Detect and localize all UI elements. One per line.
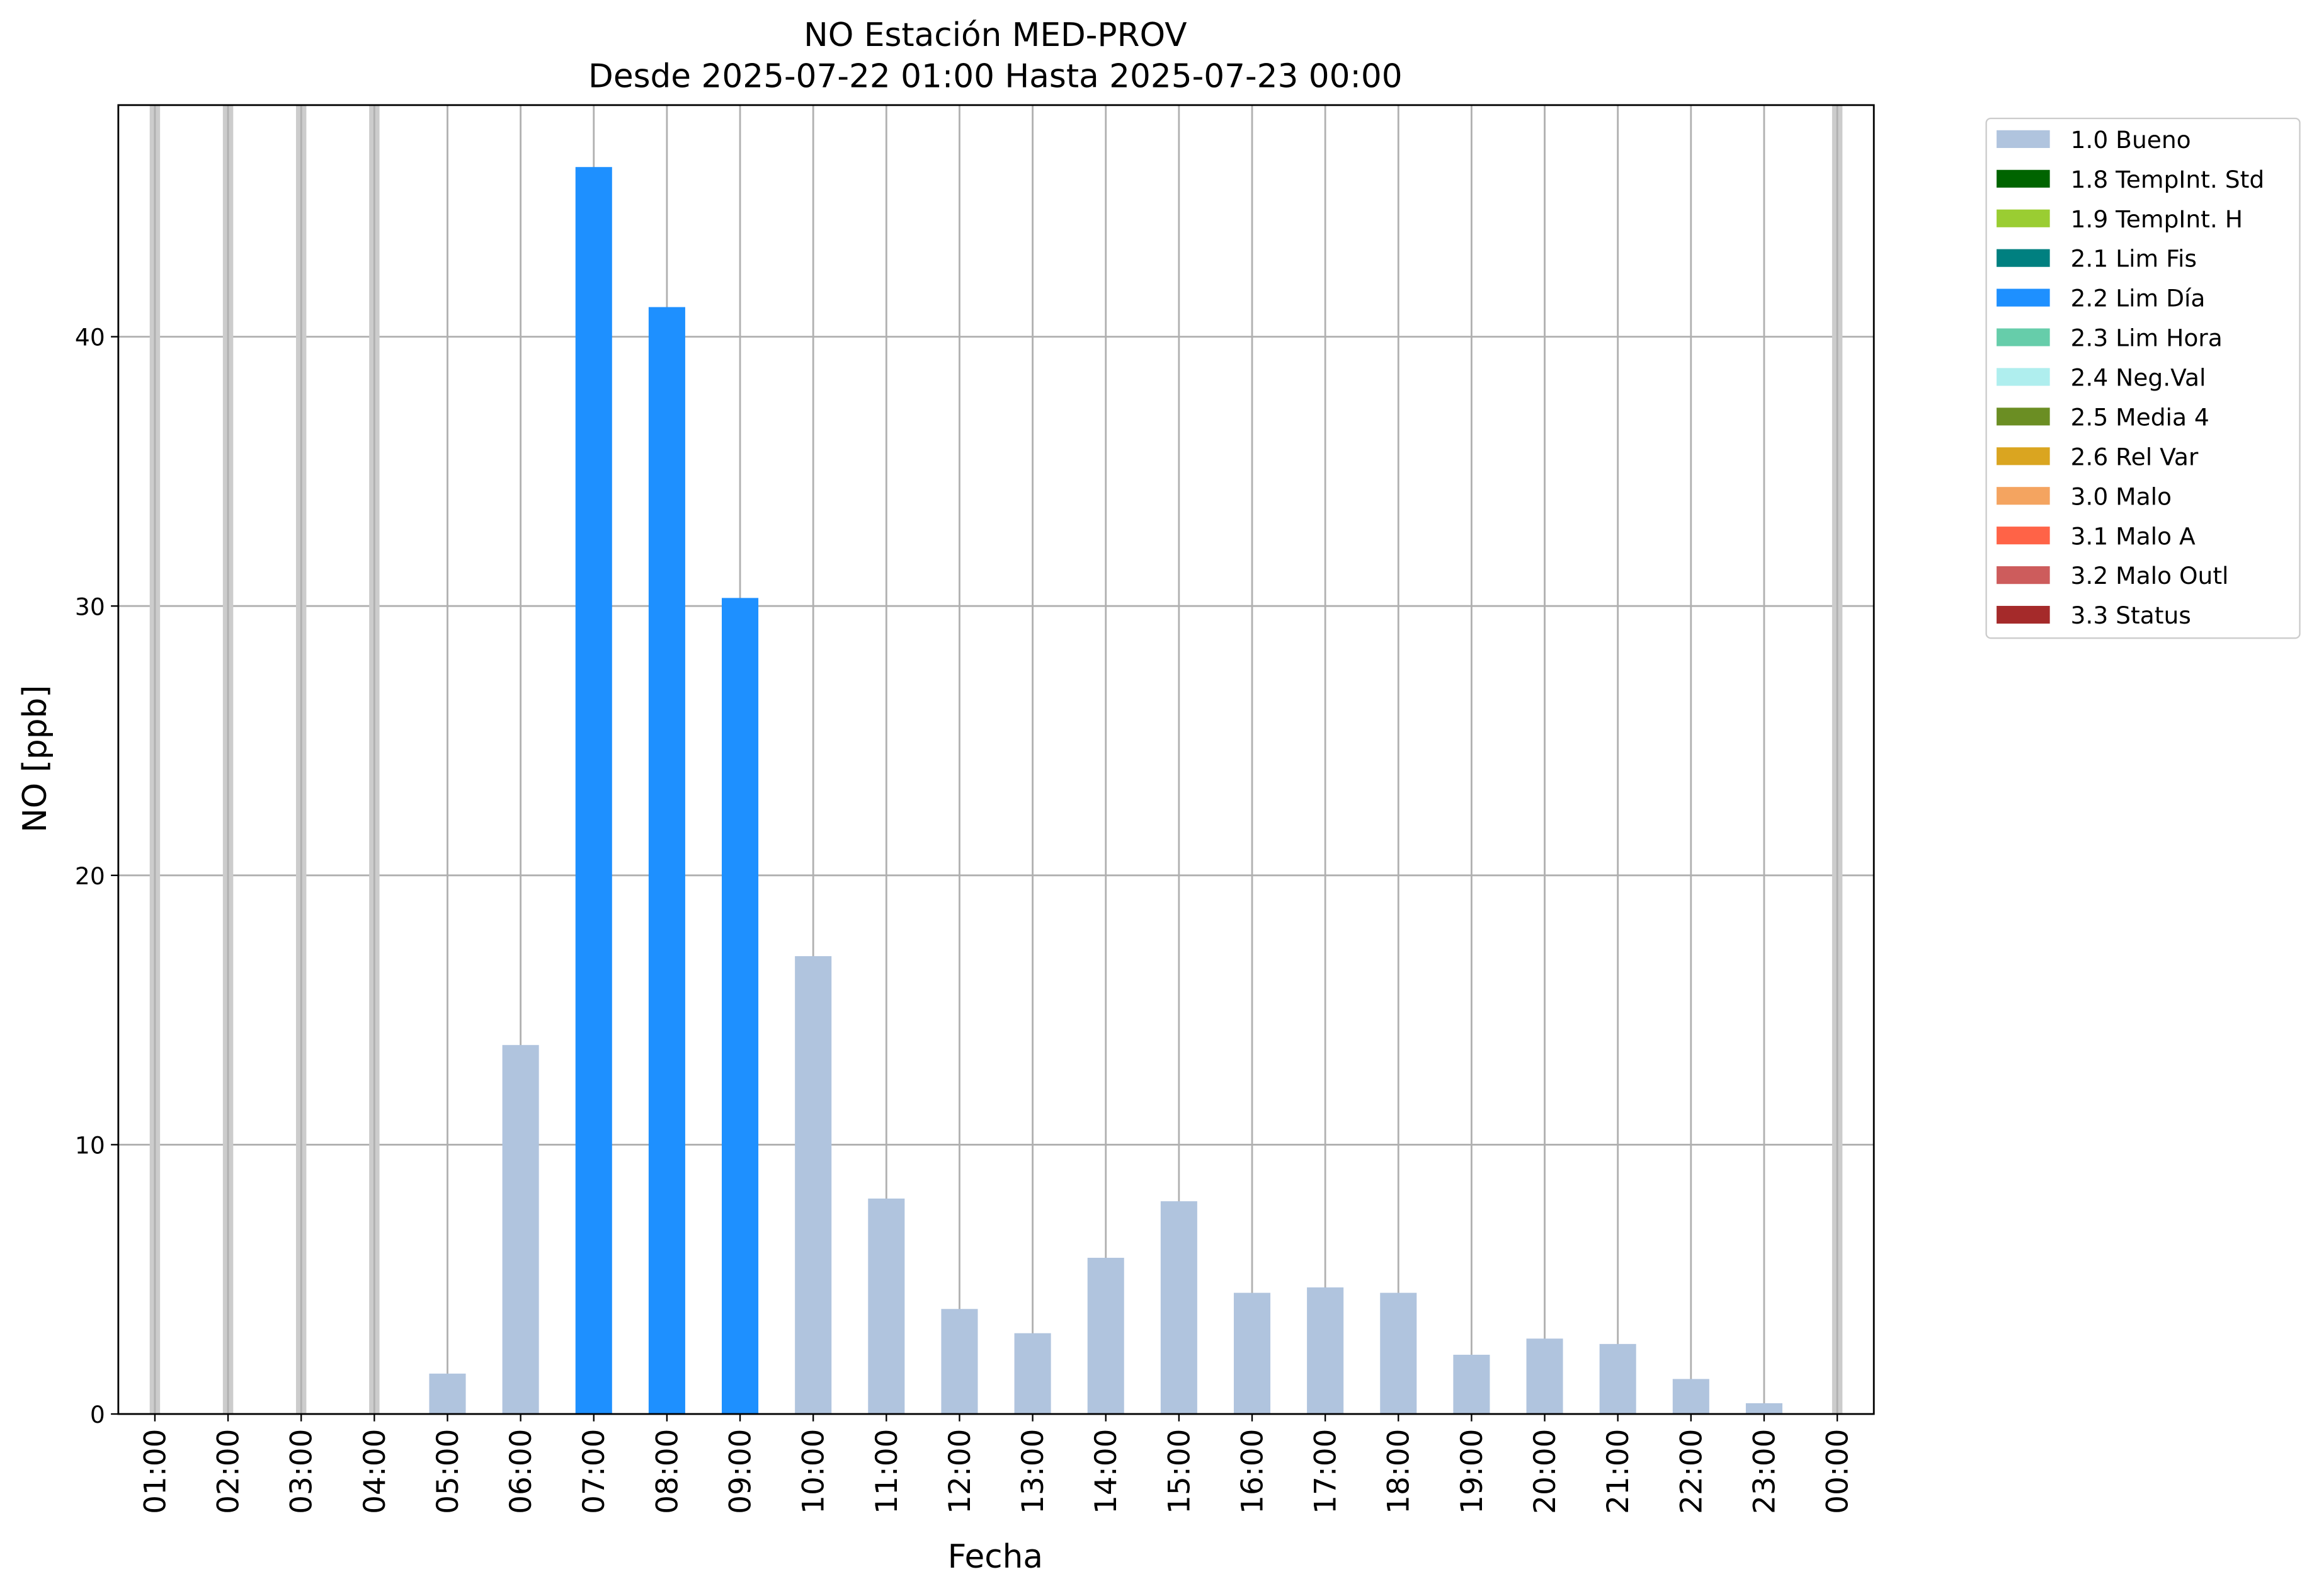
legend-label: 1.0 Bueno [2071,126,2191,154]
x-tick-label: 13:00 [1016,1429,1051,1514]
bar [1453,1354,1490,1415]
bar [868,1198,905,1415]
legend-swatch [1997,249,2050,267]
bar [722,598,759,1415]
legend-swatch [1997,605,2050,624]
bar [1599,1343,1636,1415]
legend-label: 2.6 Rel Var [2071,443,2199,470]
x-tick-label: 18:00 [1382,1429,1416,1514]
legend-label: 2.1 Lim Fis [2071,245,2197,273]
x-tick-label: 06:00 [504,1429,538,1514]
legend-label: 1.8 TempInt. Std [2071,166,2265,193]
y-axis-label: NO [ppb] [16,685,54,833]
x-tick-label: 16:00 [1235,1429,1270,1514]
legend-swatch [1997,408,2050,426]
x-tick-label: 11:00 [870,1429,904,1514]
y-tick-label: 30 [75,593,105,620]
legend-label: 2.5 Media 4 [2071,403,2209,431]
legend-swatch [1997,130,2050,148]
chart-title: NO Estación MED-PROV [804,16,1187,54]
legend-label: 2.2 Lim Día [2071,285,2206,312]
bar [575,167,612,1415]
x-tick-label: 19:00 [1455,1429,1490,1514]
bar [1014,1333,1051,1415]
x-tick-label: 04:00 [358,1429,392,1514]
legend-swatch [1997,487,2050,505]
legend-swatch [1997,368,2050,386]
legend-swatch [1997,328,2050,346]
legend-label: 3.2 Malo Outl [2071,562,2229,590]
x-axis-label: Fecha [948,1538,1043,1576]
x-tick-label: 21:00 [1601,1429,1636,1514]
chart-subtitle: Desde 2025-07-22 01:00 Hasta 2025-07-23 … [588,58,1403,96]
legend-label: 2.4 Neg.Val [2071,364,2206,392]
x-tick-label: 10:00 [797,1429,831,1514]
plot-frame [117,104,1875,1415]
bar [648,307,685,1415]
x-tick-label: 05:00 [431,1429,465,1514]
y-tick-label: 10 [75,1132,105,1160]
x-tick-label: 22:00 [1674,1429,1709,1514]
bar [1526,1338,1563,1415]
bar [795,956,832,1415]
legend-label: 1.9 TempInt. H [2071,205,2243,233]
x-tick-label: 03:00 [285,1429,319,1514]
bar [1160,1201,1197,1415]
bar [941,1309,978,1415]
x-tick-label: 14:00 [1089,1429,1124,1514]
x-tick-label: 17:00 [1309,1429,1343,1514]
x-tick-label: 20:00 [1528,1429,1563,1514]
legend-label: 2.3 Lim Hora [2071,324,2223,352]
y-tick-label: 20 [75,862,105,890]
y-tick-label: 40 [75,324,105,351]
x-tick-label: 23:00 [1747,1429,1782,1514]
legend-swatch [1997,288,2050,307]
bar [429,1373,466,1415]
x-tick-label: 12:00 [943,1429,977,1514]
bar [1233,1292,1271,1415]
legend-swatch [1997,447,2050,465]
bar [1745,1403,1783,1415]
legend-label: 3.3 Status [2071,601,2191,629]
x-tick-label: 15:00 [1162,1429,1197,1514]
legend-swatch [1997,209,2050,227]
x-tick-label: 01:00 [138,1429,173,1514]
x-tick-label: 02:00 [212,1429,246,1514]
bar [1307,1287,1344,1415]
legend-box [1985,117,2301,639]
legend-swatch [1997,169,2050,188]
y-tick-label: 0 [90,1401,105,1428]
x-tick-label: 08:00 [650,1429,685,1514]
bar [1672,1379,1709,1415]
x-tick-label: 07:00 [577,1429,612,1514]
bar [1380,1292,1417,1415]
x-tick-label: 00:00 [1821,1429,1855,1514]
legend-swatch [1997,566,2050,584]
legend-label: 3.1 Malo A [2071,522,2196,550]
bar [1087,1258,1124,1415]
x-tick-label: 09:00 [723,1429,758,1514]
bar [502,1045,539,1415]
legend-swatch [1997,527,2050,545]
legend-label: 3.0 Malo [2071,482,2172,510]
